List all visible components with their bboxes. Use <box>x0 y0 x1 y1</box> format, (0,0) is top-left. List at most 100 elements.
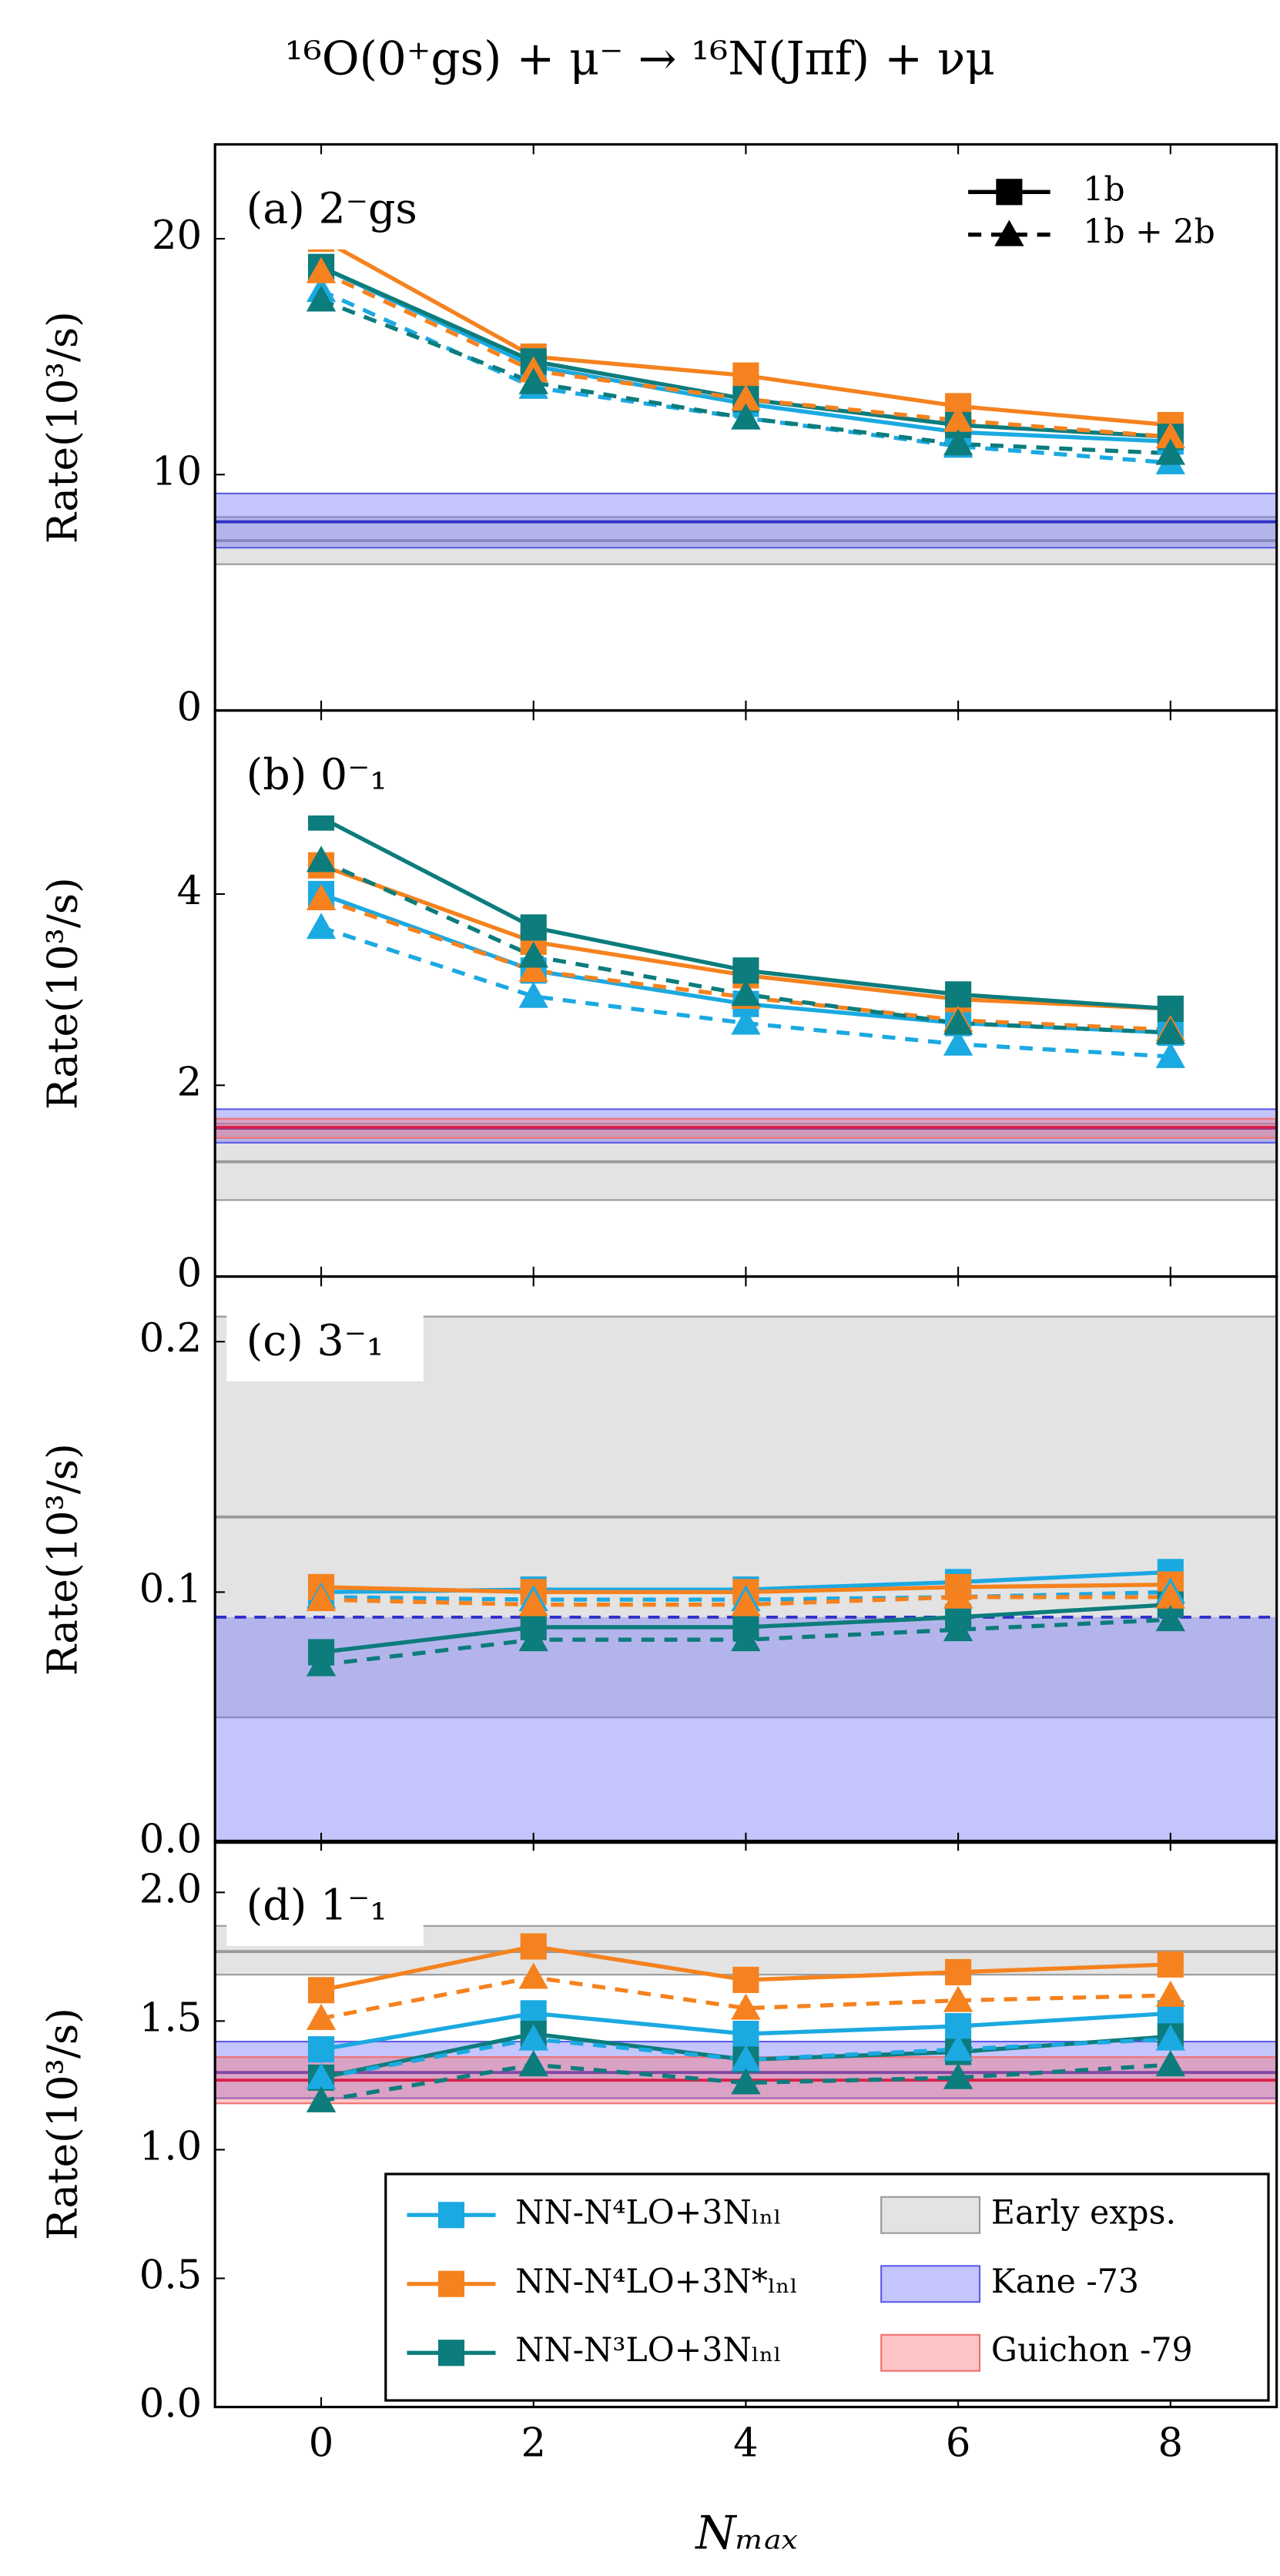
legend-swatch <box>880 2265 981 2303</box>
data-point <box>306 2085 337 2112</box>
panel-label-bg <box>226 173 424 250</box>
y-tick-label: 2.0 <box>139 1867 202 1912</box>
x-tick-label: 6 <box>946 2421 971 2467</box>
legend-swatch <box>880 2333 981 2372</box>
data-point <box>945 981 972 1008</box>
data-point <box>1155 2050 1185 2077</box>
data-point <box>1155 1041 1185 1068</box>
data-point <box>731 384 761 411</box>
data-point <box>518 981 548 1008</box>
data-point <box>731 403 761 430</box>
data-point <box>518 1589 548 1616</box>
y-axis-label: Rate(10³/s) <box>39 877 86 1110</box>
plot-area <box>215 1924 1277 2105</box>
data-point <box>1155 422 1185 449</box>
panel-label-bg <box>226 739 424 816</box>
x-tick-label: 0 <box>309 2421 334 2467</box>
data-point <box>732 1966 759 1993</box>
y-tick-label: 4 <box>177 869 203 914</box>
data-point <box>518 1962 548 1989</box>
legend-box <box>384 2172 1270 2402</box>
legend-label: NN-N⁴LO+3Nₗₙₗ <box>515 2193 782 2232</box>
panel-label: (c) 3⁻₁ <box>246 1316 384 1365</box>
data-point <box>307 1977 335 2004</box>
data-point <box>731 1625 761 1652</box>
data-point <box>306 846 337 873</box>
x-tick-label: 8 <box>1158 2421 1184 2467</box>
data-point <box>943 405 973 432</box>
data-point <box>943 1008 973 1035</box>
y-tick-label: 20 <box>152 213 202 259</box>
legend-label: 1b <box>1083 170 1124 209</box>
legend-label: NN-N³LO+3Nₗₙₗ <box>515 2331 782 2370</box>
data-point <box>306 1650 337 1677</box>
legend-swatch <box>880 2196 981 2234</box>
data-point <box>518 941 548 968</box>
legend-marker <box>437 2270 465 2297</box>
data-point <box>306 2003 337 2030</box>
data-point <box>520 1933 547 1960</box>
data-point <box>732 362 759 389</box>
data-point <box>943 1615 973 1642</box>
y-tick-label: 0 <box>177 685 203 731</box>
data-point <box>943 1582 973 1609</box>
data-point <box>1155 1980 1185 2007</box>
data-point <box>945 1958 972 1985</box>
data-point <box>306 913 337 940</box>
data-point <box>306 2062 337 2089</box>
y-tick-label: 0.2 <box>139 1316 202 1362</box>
y-tick-label: 2 <box>177 1060 203 1105</box>
y-tick-label: 1.0 <box>139 2124 202 2169</box>
legend-label: NN-N⁴LO+3N*ₗₙₗ <box>515 2263 798 2301</box>
data-point <box>943 1029 973 1056</box>
data-point <box>1155 1582 1185 1609</box>
data-point <box>1155 1604 1185 1632</box>
panel-label-bg <box>226 1305 424 1382</box>
data-point <box>731 1589 761 1616</box>
y-tick-label: 1.5 <box>139 1995 202 2041</box>
data-point <box>731 1008 761 1035</box>
legend-marker <box>996 179 1023 206</box>
data-point <box>943 2062 973 2089</box>
y-tick-label: 0.1 <box>139 1566 202 1612</box>
data-point <box>731 980 761 1007</box>
data-point <box>943 429 973 456</box>
legend-label: Kane -73 <box>991 2263 1139 2301</box>
y-tick-label: 0 <box>177 1251 203 1297</box>
legend-label: Guichon -79 <box>991 2331 1193 2370</box>
data-point <box>307 2036 335 2063</box>
x-axis-label: Nₘₐₓ <box>694 2507 797 2560</box>
y-tick-label: 10 <box>152 449 202 494</box>
y-axis-label: Rate(10³/s) <box>39 1443 86 1676</box>
legend-marker <box>437 2202 465 2229</box>
data-point <box>731 2045 761 2072</box>
x-tick-label: 2 <box>521 2421 546 2467</box>
series-line <box>320 2037 1171 2080</box>
data-point <box>306 1584 337 1612</box>
legend-label: Early exps. <box>991 2193 1176 2232</box>
legend-marker <box>437 2340 465 2367</box>
data-point <box>518 2024 548 2051</box>
panel-label: (d) 1⁻₁ <box>246 1881 387 1930</box>
y-tick-label: 0.0 <box>139 1817 202 1863</box>
data-point <box>518 1625 548 1652</box>
series-line <box>320 2062 1171 2103</box>
series-line <box>320 1975 1171 2021</box>
data-point <box>306 256 337 283</box>
data-point <box>732 2021 759 2048</box>
y-axis-label: Rate(10³/s) <box>39 2008 86 2240</box>
data-point <box>1155 438 1185 465</box>
data-point <box>943 1985 973 2012</box>
data-point <box>1155 2024 1185 2051</box>
panel-label: (b) 0⁻₁ <box>246 750 387 799</box>
legend-label: 1b + 2b <box>1083 213 1215 252</box>
legend-marker <box>994 219 1024 246</box>
panel-label-bg <box>226 1870 424 1946</box>
data-point <box>518 2050 548 2077</box>
panel-label: (a) 2⁻gs <box>246 184 417 233</box>
data-point <box>306 883 337 911</box>
chart-title: ¹⁶O(0⁺gs) + μ⁻ → ¹⁶N(Jπf) + νμ <box>285 33 995 86</box>
x-tick-label: 4 <box>733 2421 759 2467</box>
